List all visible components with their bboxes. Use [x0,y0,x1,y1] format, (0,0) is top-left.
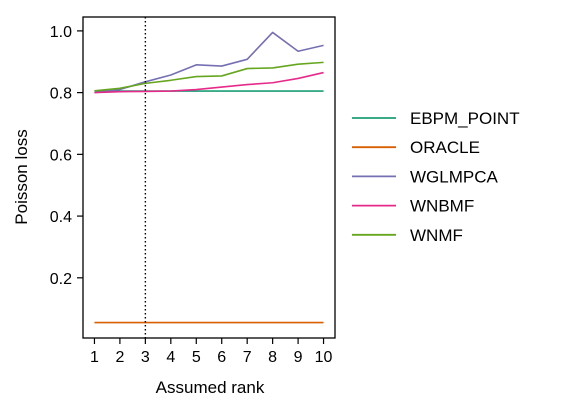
series-line-wglmpca [94,31,324,94]
series-line-wnbmf [94,71,324,94]
series-line-wnmf [94,61,324,92]
plot-area [94,17,324,338]
legend-label-oracle: ORACLE [410,138,480,157]
x-tick-label: 10 [315,349,333,366]
x-tick-label: 5 [192,349,201,366]
x-tick-label: 8 [268,349,277,366]
y-tick-label: 0.8 [50,86,72,103]
x-axis-label: Assumed rank [156,378,265,397]
x-tick-label: 9 [294,349,303,366]
y-tick-label: 0.4 [50,209,72,226]
legend-label-wnmf: WNMF [410,226,463,245]
x-tick-label: 3 [141,349,150,366]
plot-frame [82,16,336,339]
x-tick-label: 7 [243,349,252,366]
y-tick-label: 0.2 [50,271,72,288]
y-axis-label: Poisson loss [12,129,31,224]
y-tick-label: 0.6 [50,147,72,164]
x-tick-label: 1 [90,349,99,366]
y-tick-label: 1.0 [50,24,72,41]
legend-label-wnbmf: WNBMF [410,197,474,216]
legend-label-ebpm-point: EBPM_POINT [410,109,520,128]
axes: 1 2 3 4 5 6 7 8 9 10 0.2 0.4 0.6 0.8 1.0 [50,16,336,366]
legend-label-wglmpca: WGLMPCA [410,167,499,186]
x-tick-label: 4 [166,349,175,366]
legend: EBPM_POINT ORACLE WGLMPCA WNBMF WNMF [352,109,520,245]
x-tick-label: 6 [217,349,226,366]
x-tick-label: 2 [115,349,124,366]
